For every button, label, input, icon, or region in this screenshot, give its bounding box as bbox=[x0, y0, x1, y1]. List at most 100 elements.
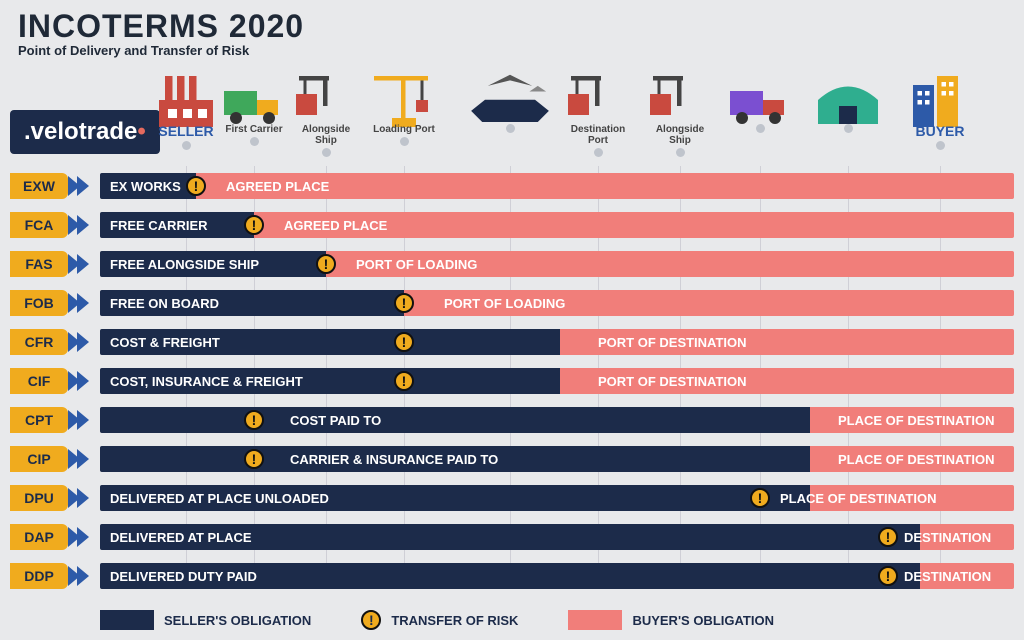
risk-marker: ! bbox=[186, 176, 206, 196]
term-code: CPT bbox=[10, 407, 68, 433]
arrow-icon bbox=[68, 215, 86, 235]
page-subtitle: Point of Delivery and Transfer of Risk bbox=[18, 43, 304, 58]
factory-icon bbox=[150, 80, 222, 122]
term-code: DDP bbox=[10, 563, 68, 589]
arrow-icon bbox=[68, 176, 86, 196]
risk-marker: ! bbox=[394, 293, 414, 313]
legend-buyer: BUYER'S OBLIGATION bbox=[568, 610, 774, 630]
building-icon bbox=[904, 80, 976, 122]
risk-marker: ! bbox=[878, 527, 898, 547]
term-desc: PLACE OF DESTINATION bbox=[838, 446, 994, 472]
term-desc: PLACE OF DESTINATION bbox=[780, 485, 936, 511]
crane-box-icon bbox=[290, 80, 362, 122]
term-name: CARRIER & INSURANCE PAID TO bbox=[290, 446, 498, 472]
term-row-exw: EXW EX WORKSAGREED PLACE! bbox=[10, 170, 1014, 205]
truck2-icon bbox=[724, 80, 796, 122]
term-code: FOB bbox=[10, 290, 68, 316]
risk-marker: ! bbox=[750, 488, 770, 508]
term-desc: DESTINATION bbox=[904, 563, 991, 589]
column-alongside-ship: Alongside Ship bbox=[644, 80, 716, 157]
truck-icon bbox=[218, 80, 290, 122]
obligation-bar: DELIVERED DUTY PAID DESTINATION! bbox=[100, 563, 1014, 589]
terms-rows: EXW EX WORKSAGREED PLACE! FCA FREE CARRIER A… bbox=[10, 170, 1014, 599]
risk-marker: ! bbox=[244, 215, 264, 235]
term-row-fob: FOB FREE ON BOARD PORT OF LOADING! bbox=[10, 287, 1014, 322]
risk-marker: ! bbox=[394, 371, 414, 391]
arrow-icon bbox=[68, 410, 86, 430]
term-code: EXW bbox=[10, 173, 68, 199]
term-desc: PORT OF DESTINATION bbox=[598, 368, 747, 394]
term-code: CFR bbox=[10, 329, 68, 355]
column-alongside-ship: Alongside Ship bbox=[290, 80, 362, 157]
term-code: CIP bbox=[10, 446, 68, 472]
term-row-cif: CIF COST, INSURANCE & FREIGHT PORT OF DEST… bbox=[10, 365, 1014, 400]
column-transport bbox=[460, 80, 560, 133]
term-desc: PORT OF LOADING bbox=[444, 290, 565, 316]
crane-icon bbox=[368, 80, 440, 122]
term-desc: PLACE OF DESTINATION bbox=[838, 407, 994, 433]
column-buyer: BUYER bbox=[904, 80, 976, 150]
obligation-bar: FREE ON BOARD PORT OF LOADING! bbox=[100, 290, 1014, 316]
legend: SELLER'S OBLIGATION !TRANSFER OF RISK BU… bbox=[100, 610, 774, 630]
arrow-icon bbox=[68, 488, 86, 508]
obligation-bar: COST & FREIGHT PORT OF DESTINATION! bbox=[100, 329, 1014, 355]
column-first-carrier: First Carrier bbox=[218, 80, 290, 146]
risk-marker: ! bbox=[316, 254, 336, 274]
risk-icon: ! bbox=[361, 610, 381, 630]
term-name: FREE ALONGSIDE SHIP bbox=[110, 251, 259, 277]
arrow-icon bbox=[68, 527, 86, 547]
risk-marker: ! bbox=[394, 332, 414, 352]
obligation-bar: DELIVERED AT PLACEDESTINATION! bbox=[100, 524, 1014, 550]
arrow-icon bbox=[68, 293, 86, 313]
column-destination-port: Destination Port bbox=[562, 80, 634, 157]
term-row-cpt: CPTCOST PAID TOPLACE OF DESTINATION! bbox=[10, 404, 1014, 439]
obligation-bar: COST, INSURANCE & FREIGHT PORT OF DESTINA… bbox=[100, 368, 1014, 394]
obligation-bar: FREE ALONGSIDE SHIP PORT OF LOADING! bbox=[100, 251, 1014, 277]
arrow-icon bbox=[68, 254, 86, 274]
term-name: COST, INSURANCE & FREIGHT bbox=[110, 368, 303, 394]
crane-box-icon bbox=[562, 80, 634, 122]
term-name: EX WORKS bbox=[110, 173, 181, 199]
term-row-dpu: DPU DELIVERED AT PLACE UNLOADED PLACE OF D… bbox=[10, 482, 1014, 517]
risk-marker: ! bbox=[878, 566, 898, 586]
obligation-bar: CARRIER & INSURANCE PAID TO PLACE OF DEST… bbox=[100, 446, 1014, 472]
arrow-icon bbox=[68, 566, 86, 586]
term-code: FCA bbox=[10, 212, 68, 238]
term-name: DELIVERED AT PLACE UNLOADED bbox=[110, 485, 329, 511]
risk-marker: ! bbox=[244, 449, 264, 469]
risk-marker: ! bbox=[244, 410, 264, 430]
term-row-fca: FCA FREE CARRIER AGREED PLACE! bbox=[10, 209, 1014, 244]
obligation-bar: DELIVERED AT PLACE UNLOADED PLACE OF DEST… bbox=[100, 485, 1014, 511]
term-row-cip: CIP CARRIER & INSURANCE PAID TO PLACE OF D… bbox=[10, 443, 1014, 478]
warehouse-icon bbox=[812, 80, 884, 122]
column-truck2 bbox=[724, 80, 796, 133]
term-desc: PORT OF LOADING bbox=[356, 251, 477, 277]
term-name: DELIVERED AT PLACE bbox=[110, 524, 252, 550]
term-code: DPU bbox=[10, 485, 68, 511]
title-block: INCOTERMS 2020 Point of Delivery and Tra… bbox=[18, 8, 304, 58]
column-seller: SELLER bbox=[150, 80, 222, 150]
column-warehouse bbox=[812, 80, 884, 133]
term-code: FAS bbox=[10, 251, 68, 277]
term-desc: PORT OF DESTINATION bbox=[598, 329, 747, 355]
term-row-cfr: CFR COST & FREIGHT PORT OF DESTINATION! bbox=[10, 326, 1014, 361]
term-code: CIF bbox=[10, 368, 68, 394]
crane-box-icon bbox=[644, 80, 716, 122]
legend-risk: !TRANSFER OF RISK bbox=[361, 610, 518, 630]
term-row-ddp: DDP DELIVERED DUTY PAID DESTINATION! bbox=[10, 560, 1014, 595]
term-name: DELIVERED DUTY PAID bbox=[110, 563, 257, 589]
arrow-icon bbox=[68, 449, 86, 469]
legend-seller: SELLER'S OBLIGATION bbox=[100, 610, 311, 630]
term-name: FREE CARRIER bbox=[110, 212, 208, 238]
term-code: DAP bbox=[10, 524, 68, 550]
obligation-bar: EX WORKSAGREED PLACE! bbox=[100, 173, 1014, 199]
arrow-icon bbox=[68, 332, 86, 352]
term-desc: AGREED PLACE bbox=[284, 212, 387, 238]
transport-icon bbox=[460, 80, 560, 122]
column-loading-port: Loading Port bbox=[368, 80, 440, 146]
term-row-dap: DAP DELIVERED AT PLACEDESTINATION! bbox=[10, 521, 1014, 556]
term-name: FREE ON BOARD bbox=[110, 290, 219, 316]
obligation-bar: FREE CARRIER AGREED PLACE! bbox=[100, 212, 1014, 238]
icon-strip: SELLERFirst CarrierAlongside ShipLoading… bbox=[0, 80, 1024, 166]
term-name: COST & FREIGHT bbox=[110, 329, 220, 355]
